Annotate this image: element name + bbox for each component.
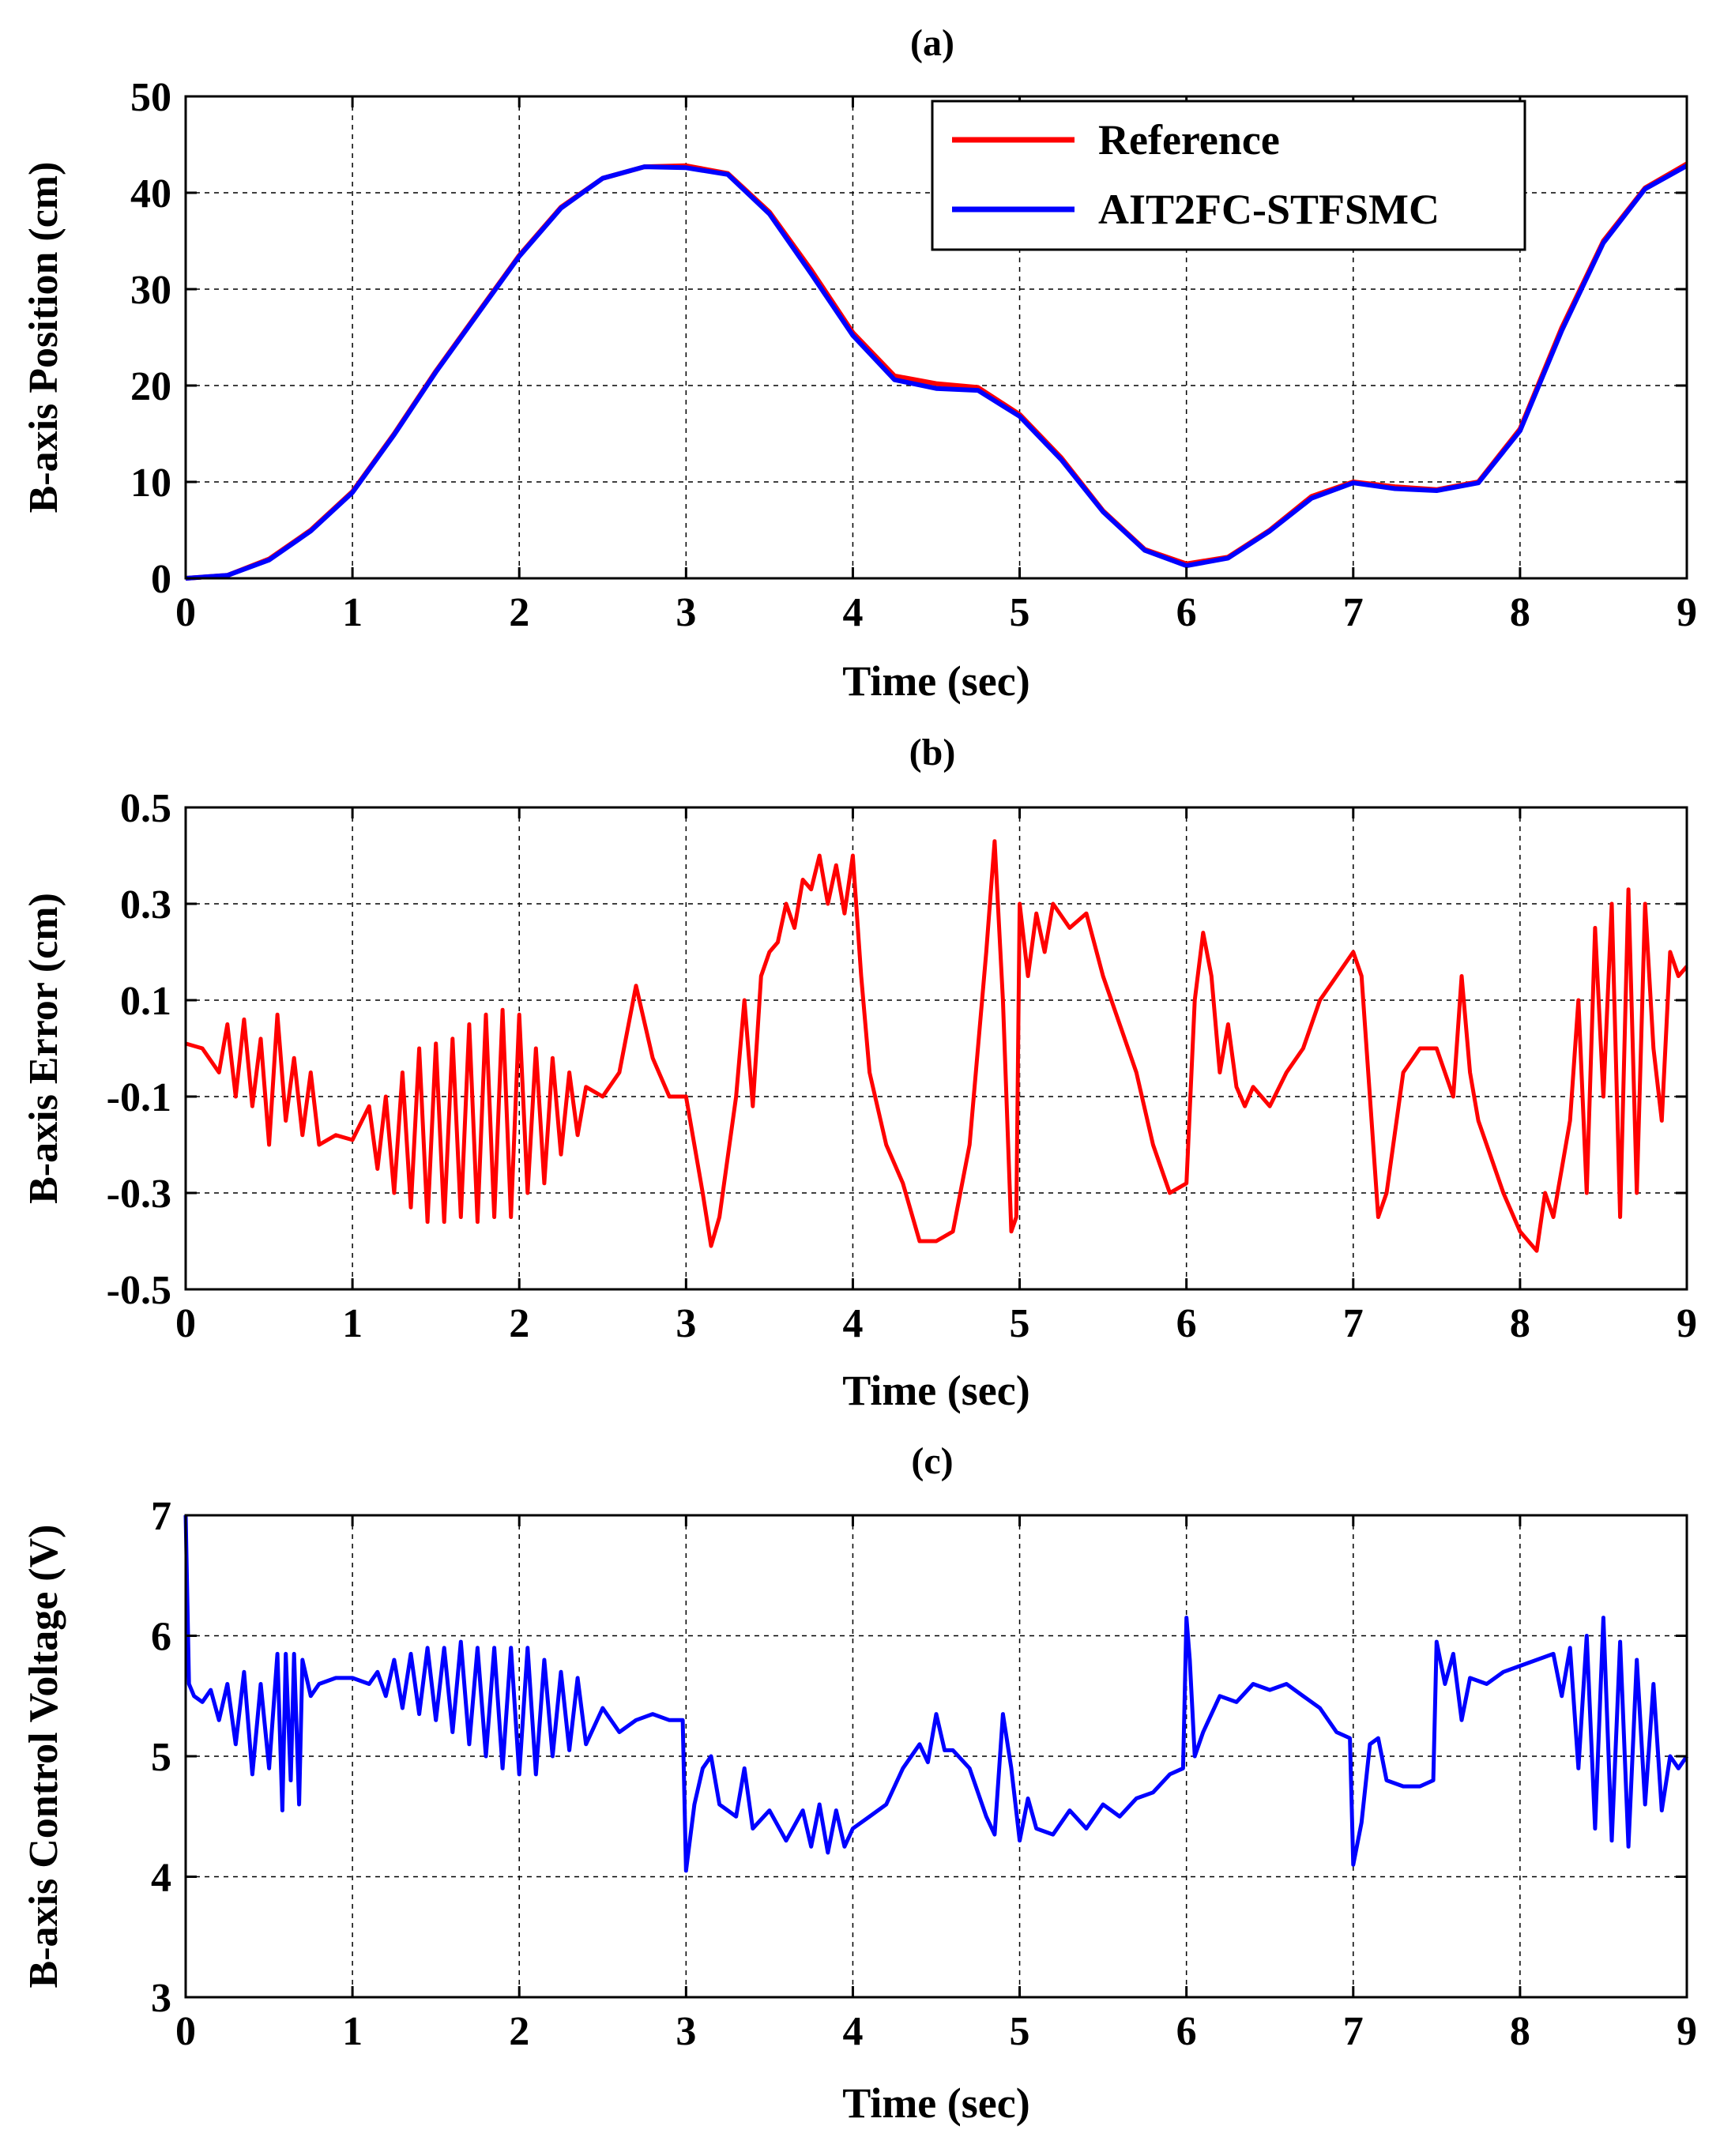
panel-b-xtick-label-2: 2 <box>509 1301 529 1346</box>
panel-c: (c) 0 1 2 3 4 5 6 7 8 9 3 4 5 6 7 Time (sec) B-axis C… <box>21 1440 1697 2127</box>
panel-c-xtick-label-0: 0 <box>175 2009 196 2054</box>
panel-c-ytick-label-2: 5 <box>151 1735 171 1780</box>
panel-a-series <box>185 161 1688 581</box>
panel-c-xtick-label-9: 9 <box>1677 2009 1697 2054</box>
panel-c-xtick-label-6: 6 <box>1176 2009 1197 2054</box>
panel-b-ytick-label-2: -0.1 <box>107 1075 171 1120</box>
panel-a-ylabel: B-axis Position (cm) <box>21 162 66 514</box>
panel-b-ytick-label-3: 0.1 <box>120 979 171 1024</box>
panel-b-ytick-label-0: -0.5 <box>107 1268 171 1313</box>
panel-a-legend-label-ait2fc-stfsmc: AIT2FC-STFSMC <box>1098 186 1440 233</box>
panel-b-xtick-label-5: 5 <box>1010 1301 1030 1346</box>
panel-a: (a) 0 1 2 3 4 5 6 7 8 9 0 10 20 30 40 50 Time (sec) B-… <box>21 22 1697 705</box>
panel-a-xtick-label-9: 9 <box>1677 590 1697 635</box>
panel-c-xlabel: Time (sec) <box>842 2079 1029 2127</box>
panel-a-xtick-label-2: 2 <box>509 590 529 635</box>
panel-b-xtick-label-0: 0 <box>175 1301 196 1346</box>
panel-a-xtick-label-6: 6 <box>1176 590 1197 635</box>
panel-a-ytick-label-3: 30 <box>130 268 171 313</box>
panel-c-xtick-label-7: 7 <box>1343 2009 1364 2054</box>
panel-a-ytick-label-1: 10 <box>130 461 171 506</box>
panel-a-xtick-label-4: 4 <box>842 590 863 635</box>
panel-a-ytick-label-0: 0 <box>151 557 171 602</box>
panel-a-xtick-label-7: 7 <box>1343 590 1364 635</box>
panel-b: (b) 0 1 2 3 4 5 6 7 8 9 -0.5 -0.3 -0.1 0.1 0.3 0.5 Tim… <box>21 732 1697 1414</box>
panel-b-xlabel: Time (sec) <box>842 1367 1029 1414</box>
panel-a-series-ait2fc-stfsmc <box>185 164 1688 581</box>
panel-b-x-ticks: 0 1 2 3 4 5 6 7 8 9 <box>175 807 1697 1346</box>
panel-c-series <box>183 1514 1689 1873</box>
panel-b-xtick-label-8: 8 <box>1510 1301 1530 1346</box>
panel-c-y-ticks: 3 4 5 6 7 <box>151 1494 1687 2021</box>
panel-c-grid <box>186 1515 1687 1997</box>
panel-a-ytick-label-4: 40 <box>130 171 171 216</box>
panel-b-xtick-label-6: 6 <box>1176 1301 1197 1346</box>
panel-b-series-b-axis-error <box>185 839 1688 1253</box>
panel-b-ytick-label-5: 0.5 <box>120 786 171 831</box>
panel-b-xtick-label-3: 3 <box>676 1301 696 1346</box>
panel-c-xtick-label-4: 4 <box>842 2009 863 2054</box>
panel-b-ytick-label-4: 0.3 <box>120 882 171 927</box>
panel-b-series <box>185 839 1688 1253</box>
panel-a-xtick-label-8: 8 <box>1510 590 1530 635</box>
panel-a-legend-box <box>931 100 1526 251</box>
panel-b-ytick-label-1: -0.3 <box>107 1172 171 1217</box>
panel-a-xtick-label-1: 1 <box>342 590 363 635</box>
panel-a-legend-label-reference: Reference <box>1098 116 1280 164</box>
panel-c-xtick-label-2: 2 <box>509 2009 529 2054</box>
panel-b-xtick-label-9: 9 <box>1677 1301 1697 1346</box>
panel-b-plot-frame <box>184 806 1688 1291</box>
panel-b-xtick-label-4: 4 <box>842 1301 863 1346</box>
panel-b-y-ticks: -0.5 -0.3 -0.1 0.1 0.3 0.5 <box>107 786 1687 1313</box>
panel-a-ytick-label-2: 20 <box>130 364 171 409</box>
panel-c-ytick-label-1: 4 <box>151 1856 171 1901</box>
panel-b-xtick-label-1: 1 <box>342 1301 363 1346</box>
panel-a-legend: Reference AIT2FC-STFSMC <box>931 100 1526 251</box>
panel-c-xtick-label-8: 8 <box>1510 2009 1530 2054</box>
panel-a-xlabel: Time (sec) <box>842 657 1029 705</box>
panel-b-ylabel: B-axis Error (cm) <box>21 893 66 1204</box>
panel-a-plot-frame <box>184 95 1688 580</box>
panel-c-xtick-label-1: 1 <box>342 2009 363 2054</box>
panel-c-ytick-label-3: 6 <box>151 1615 171 1660</box>
panel-c-ytick-label-4: 7 <box>151 1494 171 1539</box>
panel-a-title: (a) <box>910 22 954 64</box>
panel-c-ylabel: B-axis Control Voltage (V) <box>21 1525 66 1989</box>
panel-a-x-ticks: 0 1 2 3 4 5 6 7 8 9 <box>175 96 1697 635</box>
panel-a-y-ticks: 0 10 20 30 40 50 <box>130 75 1687 602</box>
panel-b-xtick-label-7: 7 <box>1343 1301 1364 1346</box>
panel-a-xtick-label-5: 5 <box>1010 590 1030 635</box>
panel-c-series-b-axis-control-voltage <box>183 1514 1689 1873</box>
panel-a-ytick-label-5: 50 <box>130 75 171 120</box>
panel-c-ytick-label-0: 3 <box>151 1976 171 2021</box>
panel-c-xtick-label-3: 3 <box>676 2009 696 2054</box>
panel-b-grid <box>186 807 1687 1289</box>
panel-c-title: (c) <box>911 1440 953 1482</box>
panel-c-x-ticks: 0 1 2 3 4 5 6 7 8 9 <box>175 1515 1697 2054</box>
panel-a-xtick-label-0: 0 <box>175 590 196 635</box>
panel-a-xtick-label-3: 3 <box>676 590 696 635</box>
panel-c-xtick-label-5: 5 <box>1010 2009 1030 2054</box>
panel-b-title: (b) <box>909 732 956 773</box>
